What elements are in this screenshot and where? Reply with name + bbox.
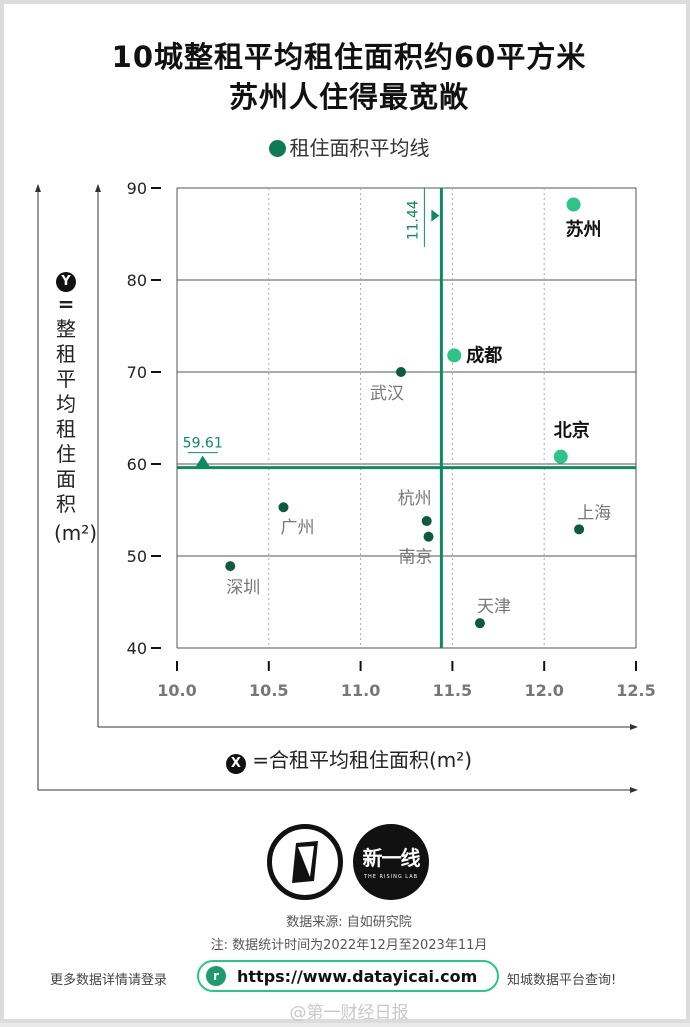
chart-subtitle: 苏州人住得最宽敞 <box>228 80 469 114</box>
data-point <box>574 524 585 535</box>
point-label: 南京 <box>399 548 433 568</box>
chart-title: 10城整租平均租住面积约60平方米 <box>111 40 587 74</box>
data-source: 数据来源: 自如研究院 <box>286 915 412 930</box>
data-point <box>278 502 289 513</box>
data-point <box>553 449 568 464</box>
y-tick-label: 70 <box>127 363 147 382</box>
x-badge-icon: X <box>225 754 246 774</box>
data-point <box>566 197 581 212</box>
diamond-logo-icon <box>267 824 343 900</box>
legend: 租住面积平均线 <box>4 132 690 161</box>
rising-lab-logo: 新一线 THE RISING LAB <box>353 824 429 900</box>
website-url[interactable]: https://www.datayicai.com <box>237 967 478 986</box>
footer-right-text: 知城数据平台查询! <box>507 973 617 988</box>
data-point <box>421 516 432 527</box>
x-axis-label: X =合租平均租住面积(m²) <box>4 744 690 774</box>
point-label: 广州 <box>280 518 314 538</box>
logos: 新一线 THE RISING LAB <box>267 824 432 904</box>
x-tick-label: 10.5 <box>249 681 288 700</box>
scatter-plot: 40 50 60 70 80 90 10.0 10.5 11.0 11.5 12.0 12.5 11.… <box>35 179 656 793</box>
point-label: 天津 <box>477 597 511 617</box>
footer-left-text: 更多数据详情请登录 <box>50 973 168 988</box>
data-point <box>474 618 485 629</box>
website-link[interactable]: r https://www.datayicai.com <box>197 960 499 992</box>
logo2-sub: THE RISING LAB <box>363 874 419 880</box>
data-point <box>225 561 236 572</box>
site-logo-icon: r <box>206 966 226 986</box>
avg-x-label: 11.44 <box>405 200 421 240</box>
watermark: @第一财经日报 <box>289 1003 409 1023</box>
data-point <box>423 531 434 542</box>
data-point <box>447 348 462 363</box>
grid <box>176 187 637 649</box>
legend-label: 租住面积平均线 <box>289 136 430 160</box>
avg-y-label: 59.61 <box>183 436 223 452</box>
axes-frame <box>35 184 638 793</box>
footer: 更多数据详情请登录 r https://www.datayicai.com 知城… <box>4 960 690 996</box>
x-tick-label: 10.0 <box>157 681 196 700</box>
x-tick-label: 12.5 <box>616 681 655 700</box>
ticks: 40 50 60 70 80 90 10.0 10.5 11.0 11.5 12.0 12.5 <box>127 179 656 700</box>
logo2-title: 新一线 <box>362 846 421 870</box>
y-tick-label: 60 <box>127 455 147 474</box>
y-equals: = <box>57 292 75 316</box>
point-label: 北京 <box>554 420 590 442</box>
x-tick-label: 11.5 <box>433 681 472 700</box>
x-axis-text: =合租平均租住面积(m²) <box>252 748 473 772</box>
point-label: 成都 <box>466 344 502 366</box>
legend-dot-icon <box>268 140 286 157</box>
data-point <box>395 367 406 377</box>
x-tick-label: 12.0 <box>524 681 563 700</box>
y-badge-icon: Y <box>56 272 76 292</box>
point-label: 苏州 <box>566 219 602 241</box>
y-tick-label: 40 <box>127 639 147 658</box>
y-axis-text: 整租平均租住面积 <box>56 317 76 516</box>
data-note: 注: 数据统计时间为2022年12月至2023年11月 <box>210 938 488 953</box>
y-tick-label: 90 <box>127 179 147 198</box>
y-axis-label: Y = 整租平均租住面积 (m²) <box>54 266 98 546</box>
y-axis-unit: (m²) <box>54 521 98 545</box>
point-label: 武汉 <box>370 384 404 404</box>
x-tick-label: 11.0 <box>341 681 380 700</box>
y-tick-label: 50 <box>127 547 147 566</box>
avg-y-marker <box>195 455 210 467</box>
avg-x-marker <box>431 209 440 222</box>
point-label: 杭州 <box>398 489 432 509</box>
point-label: 深圳 <box>226 578 260 598</box>
point-label: 上海 <box>577 503 611 523</box>
y-tick-label: 80 <box>127 271 147 290</box>
average-lines: 11.44 59.61 <box>177 188 636 648</box>
